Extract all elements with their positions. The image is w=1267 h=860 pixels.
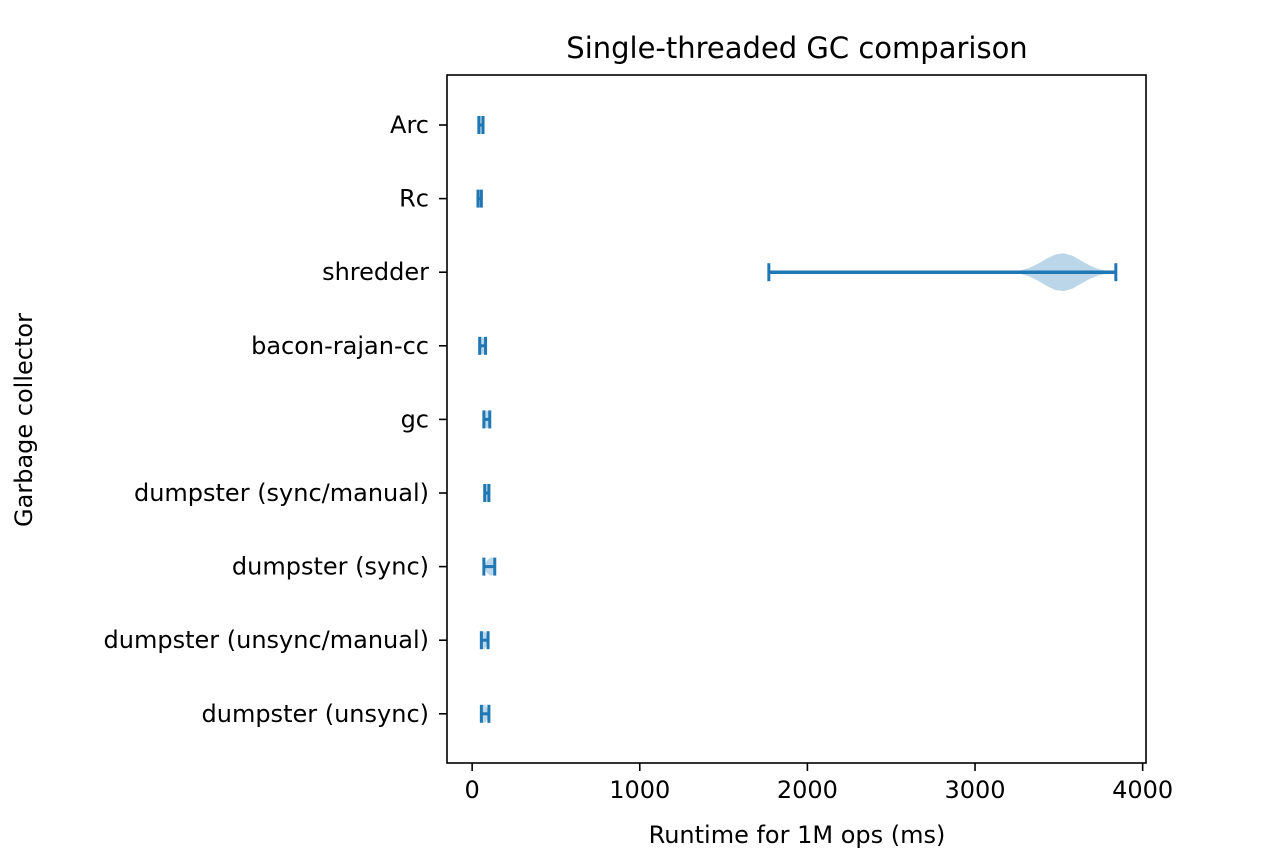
y-tick-label: dumpster (unsync/manual) [104, 626, 429, 654]
x-tick-label: 4000 [1112, 776, 1173, 804]
plot-frame [446, 74, 1147, 764]
y-tick-label: Rc [399, 185, 429, 213]
x-axis-label: Runtime for 1M ops (ms) [649, 821, 946, 849]
x-tick-label: 3000 [944, 776, 1005, 804]
y-axis: Arc Rc shredder bacon-rajan-cc gc dumpster (s… [104, 111, 447, 728]
x-axis: 0 1000 2000 3000 4000 [465, 763, 1173, 804]
chart-title: Single-threaded GC comparison [566, 31, 1027, 65]
y-tick-label: Arc [390, 111, 429, 139]
y-tick-label: dumpster (sync/manual) [134, 479, 429, 507]
y-tick-label: bacon-rajan-cc [251, 332, 429, 360]
x-tick-label: 2000 [777, 776, 838, 804]
violins-layer [476, 116, 1118, 723]
y-axis-label: Garbage collector [10, 313, 38, 527]
y-tick-label: gc [401, 405, 429, 433]
y-tick-label: shredder [322, 258, 429, 286]
y-tick-label: dumpster (unsync) [202, 700, 430, 728]
y-tick-label: dumpster (sync) [232, 553, 429, 581]
x-tick-label: 0 [465, 776, 480, 804]
x-tick-label: 1000 [609, 776, 670, 804]
